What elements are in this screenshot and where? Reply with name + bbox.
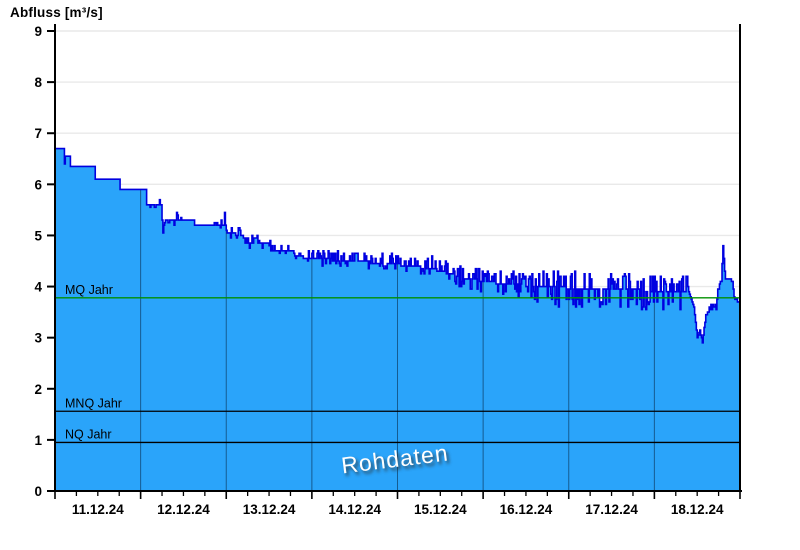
x-axis-label: 12.12.24 xyxy=(157,502,210,517)
y-axis-label: 3 xyxy=(34,331,42,346)
y-axis-label: 6 xyxy=(34,177,42,192)
y-axis-label: 2 xyxy=(34,382,42,397)
y-axis-label: 8 xyxy=(34,75,42,90)
x-axis-label: 11.12.24 xyxy=(72,502,124,517)
x-axis-label: 16.12.24 xyxy=(500,502,553,517)
reference-label-mq-jahr: MQ Jahr xyxy=(65,283,113,297)
y-axis-label: 0 xyxy=(34,484,42,499)
x-axis-label: 13.12.24 xyxy=(243,502,296,517)
x-axis-label: 14.12.24 xyxy=(328,502,381,517)
discharge-line xyxy=(55,147,740,344)
x-axis-label: 17.12.24 xyxy=(585,502,638,517)
chart-title: Abfluss [m³/s] xyxy=(10,5,103,20)
y-axis-label: 4 xyxy=(34,280,42,295)
x-axis-label: 15.12.24 xyxy=(414,502,467,517)
reference-label-nq-jahr: NQ Jahr xyxy=(65,427,112,441)
y-axis-label: 1 xyxy=(34,433,42,448)
y-axis-label: 7 xyxy=(34,126,42,141)
y-axis-label: 9 xyxy=(34,24,42,39)
reference-label-mnq-jahr: MNQ Jahr xyxy=(65,396,122,410)
y-axis-label: 5 xyxy=(34,228,42,243)
x-axis-label: 18.12.24 xyxy=(671,502,724,517)
